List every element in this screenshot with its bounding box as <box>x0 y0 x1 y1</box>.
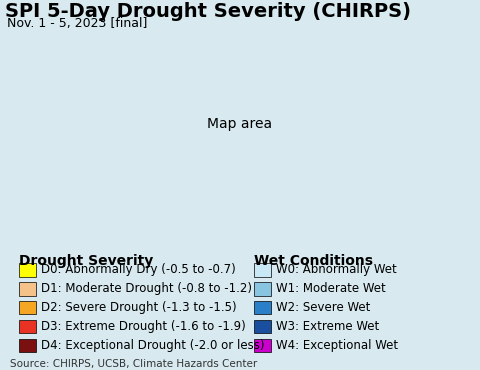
FancyBboxPatch shape <box>254 263 271 277</box>
Text: W4: Exceptional Wet: W4: Exceptional Wet <box>276 339 398 352</box>
Text: W3: Extreme Wet: W3: Extreme Wet <box>276 320 379 333</box>
Text: Drought Severity: Drought Severity <box>19 254 154 268</box>
FancyBboxPatch shape <box>19 320 36 333</box>
Text: SPI 5-Day Drought Severity (CHIRPS): SPI 5-Day Drought Severity (CHIRPS) <box>5 2 411 21</box>
FancyBboxPatch shape <box>254 301 271 314</box>
FancyBboxPatch shape <box>19 263 36 277</box>
Text: D1: Moderate Drought (-0.8 to -1.2): D1: Moderate Drought (-0.8 to -1.2) <box>41 282 252 295</box>
FancyBboxPatch shape <box>19 339 36 352</box>
Text: W2: Severe Wet: W2: Severe Wet <box>276 301 371 314</box>
FancyBboxPatch shape <box>254 282 271 296</box>
FancyBboxPatch shape <box>254 320 271 333</box>
Text: D3: Extreme Drought (-1.6 to -1.9): D3: Extreme Drought (-1.6 to -1.9) <box>41 320 246 333</box>
Text: Wet Conditions: Wet Conditions <box>254 254 373 268</box>
Text: Source: CHIRPS, UCSB, Climate Hazards Center: Source: CHIRPS, UCSB, Climate Hazards Ce… <box>10 359 257 369</box>
Text: D0: Abnormally Dry (-0.5 to -0.7): D0: Abnormally Dry (-0.5 to -0.7) <box>41 263 236 276</box>
FancyBboxPatch shape <box>19 282 36 296</box>
FancyBboxPatch shape <box>19 301 36 314</box>
Text: D4: Exceptional Drought (-2.0 or less): D4: Exceptional Drought (-2.0 or less) <box>41 339 264 352</box>
FancyBboxPatch shape <box>254 339 271 352</box>
Text: Nov. 1 - 5, 2023 [final]: Nov. 1 - 5, 2023 [final] <box>7 17 147 30</box>
Text: D2: Severe Drought (-1.3 to -1.5): D2: Severe Drought (-1.3 to -1.5) <box>41 301 237 314</box>
Text: W0: Abnormally Wet: W0: Abnormally Wet <box>276 263 397 276</box>
Text: Map area: Map area <box>207 117 273 131</box>
Text: W1: Moderate Wet: W1: Moderate Wet <box>276 282 386 295</box>
